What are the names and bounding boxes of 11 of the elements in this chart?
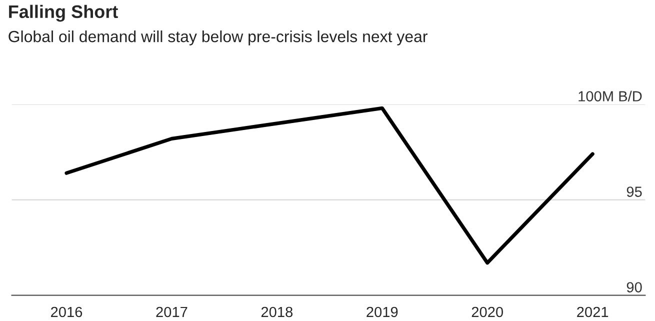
x-tick-label: 2016 — [51, 306, 82, 318]
y-tick-label: 95 — [626, 186, 642, 197]
y-tick-label: 100M B/D — [578, 90, 642, 102]
y-tick-label: 90 — [626, 282, 642, 292]
x-tick-label: 2020 — [472, 306, 504, 318]
chart-subtitle: Global oil demand will stay below pre-crisis levels next year — [8, 30, 428, 46]
x-tick-label: 2021 — [577, 306, 608, 318]
chart-title: Falling Short — [9, 4, 118, 22]
x-tick-label: 2018 — [261, 306, 293, 318]
x-tick-label: 2019 — [366, 306, 398, 318]
x-tick-label: 2017 — [156, 306, 188, 318]
